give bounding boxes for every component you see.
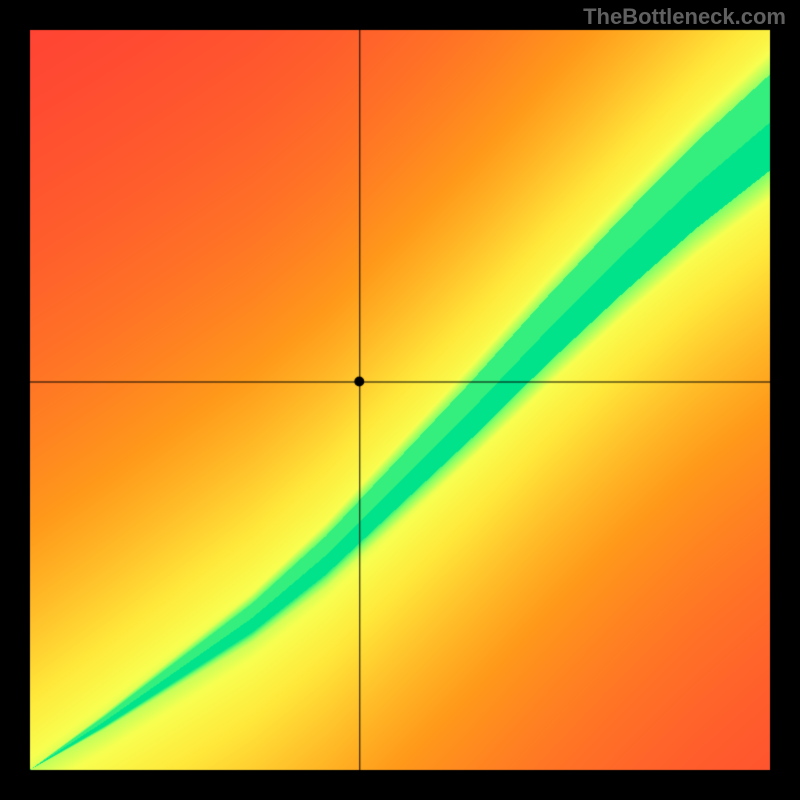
attribution-watermark: TheBottleneck.com bbox=[583, 4, 786, 30]
heatmap-canvas bbox=[0, 0, 800, 800]
chart-container: TheBottleneck.com bbox=[0, 0, 800, 800]
